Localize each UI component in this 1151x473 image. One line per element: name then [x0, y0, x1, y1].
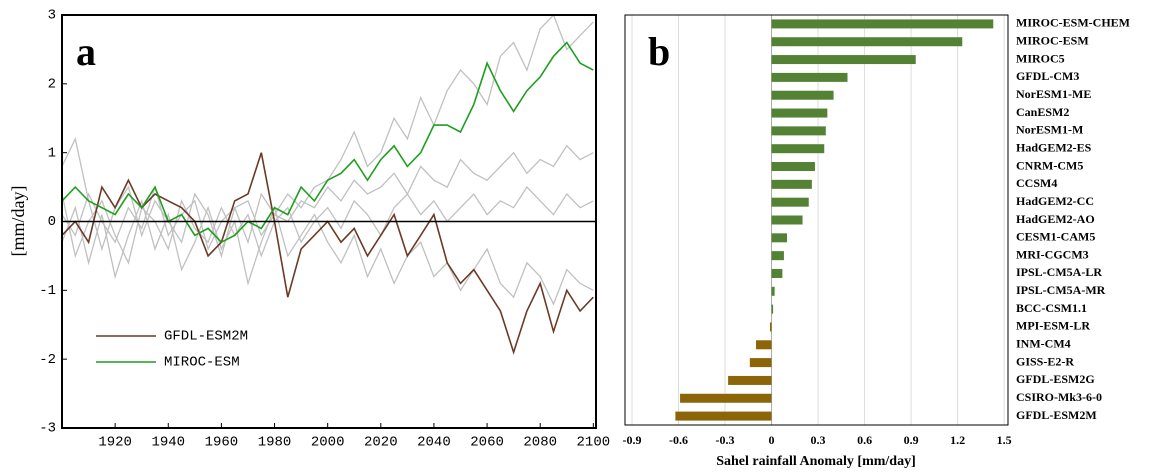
x-axis-label: Sahel rainfall Anomaly [mm/day]	[716, 454, 916, 469]
bar	[771, 55, 916, 65]
category-label: GFDL-ESM2M	[1016, 408, 1097, 422]
x-tick-label: 0.6	[857, 433, 872, 447]
category-label: CCSM4	[1016, 176, 1057, 190]
bar	[675, 411, 772, 421]
category-label: MPI-ESM-LR	[1016, 319, 1090, 333]
category-label: GFDL-CM3	[1016, 69, 1079, 83]
legend-label: GFDL-ESM2M	[164, 329, 248, 345]
bar	[771, 304, 774, 314]
series-line	[61, 13, 594, 259]
category-label: GFDL-ESM2G	[1016, 372, 1095, 386]
category-label: HadGEM2-ES	[1016, 140, 1092, 154]
x-tick-label: 1920	[98, 435, 132, 451]
bar	[728, 375, 772, 385]
series-line	[61, 144, 594, 251]
y-tick-label: 1	[48, 145, 56, 161]
x-tick-label: 2040	[417, 435, 451, 451]
y-tick-label: 2	[48, 77, 56, 93]
bar	[769, 322, 772, 332]
series-line	[61, 41, 594, 244]
bar	[771, 251, 784, 261]
x-tick-label: 2100	[577, 435, 611, 451]
x-tick-label: -0.9	[622, 433, 641, 447]
panel-letter: b	[648, 29, 670, 74]
category-label: NorESM1-ME	[1016, 87, 1091, 101]
category-label: IPSL-CM5A-MR	[1016, 283, 1106, 297]
x-tick-label: 0.3	[811, 433, 826, 447]
y-tick-label: 0	[48, 214, 56, 230]
x-tick-label: 2060	[470, 435, 504, 451]
x-tick-label: 2000	[311, 435, 345, 451]
category-label: CNRM-CM5	[1016, 158, 1083, 172]
bar	[680, 393, 772, 403]
series-line	[61, 198, 594, 306]
bar	[771, 144, 825, 154]
category-label: MRI-CGCM3	[1016, 247, 1089, 261]
panel-a: a [mm/day] -3 -2 -1 0 1 2 3 1920 1940 1960 1980 200…	[8, 8, 610, 451]
bar	[771, 126, 826, 136]
category-label: NorESM1-M	[1016, 123, 1083, 137]
category-label: MIROC-ESM-CHEM	[1016, 16, 1130, 30]
bar	[771, 179, 812, 189]
bar	[771, 215, 803, 225]
legend-label: MIROC-ESM	[164, 355, 240, 371]
category-label: MIROC-ESM	[1016, 33, 1089, 47]
category-label: BCC-CSM1.1	[1016, 301, 1087, 315]
panel-letter: a	[76, 29, 96, 74]
x-tick-label: 1960	[205, 435, 239, 451]
category-label: GISS-E2-R	[1016, 354, 1074, 368]
bar	[771, 162, 815, 172]
x-tick-label: 0	[769, 433, 775, 447]
bar	[756, 340, 772, 350]
bar	[771, 37, 963, 47]
y-axis-label: [mm/day]	[8, 186, 28, 257]
series-line	[61, 152, 594, 355]
y-tick-label: -3	[39, 421, 56, 437]
x-tick-label: 1980	[258, 435, 292, 451]
x-tick-label: 1.2	[950, 433, 965, 447]
category-label: CanESM2	[1016, 105, 1069, 119]
category-label: IPSL-CM5A-LR	[1016, 265, 1102, 279]
x-tick-label: 1.5	[997, 433, 1012, 447]
bar	[771, 108, 828, 118]
bar	[771, 233, 788, 243]
x-tick-label: -0.6	[669, 433, 688, 447]
bar	[771, 197, 809, 207]
bar	[771, 286, 775, 296]
y-tick-label: -1	[39, 283, 56, 299]
bar	[771, 72, 848, 82]
category-label: HadGEM2-CC	[1016, 194, 1094, 208]
bar	[749, 358, 772, 368]
x-tick-label: -0.3	[716, 433, 735, 447]
bar	[771, 90, 834, 100]
x-tick-label: 2080	[523, 435, 557, 451]
series-line	[61, 186, 594, 265]
plot-frame	[624, 14, 1009, 426]
x-tick-label: 1940	[151, 435, 185, 451]
category-label: CESM1-CAM5	[1016, 230, 1095, 244]
x-tick-label: 0.9	[904, 433, 919, 447]
bar	[771, 19, 994, 29]
category-label: HadGEM2-AO	[1016, 212, 1095, 226]
y-tick-label: 3	[48, 8, 56, 24]
category-label: INM-CM4	[1016, 337, 1071, 351]
category-label: CSIRO-Mk3-6-0	[1016, 390, 1102, 404]
panel-b: b Sahel rainfall Anomaly [mm/day] -0.9 -0…	[622, 14, 1130, 469]
bar	[771, 268, 783, 278]
x-tick-label: 2020	[364, 435, 398, 451]
y-tick-label: -2	[39, 352, 56, 368]
category-label: MIROC5	[1016, 51, 1065, 65]
